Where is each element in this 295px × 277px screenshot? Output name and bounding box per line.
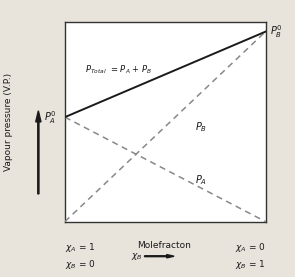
Text: $P_B$: $P_B$	[195, 120, 207, 134]
Text: $P^0_A$: $P^0_A$	[44, 109, 57, 125]
Text: $\chi_A$ = 1: $\chi_A$ = 1	[65, 241, 95, 254]
Text: $P_{Total}$  = $P_A$ + $P_B$: $P_{Total}$ = $P_A$ + $P_B$	[85, 63, 152, 76]
Text: $\chi_A$ = 0: $\chi_A$ = 0	[235, 241, 266, 254]
Text: $P_A$: $P_A$	[195, 173, 207, 187]
Text: Vapour pressure (V.P.): Vapour pressure (V.P.)	[4, 73, 13, 171]
Text: $\chi_B$ = 1: $\chi_B$ = 1	[235, 258, 266, 271]
Text: $\chi_B$ = 0: $\chi_B$ = 0	[65, 258, 96, 271]
Text: Molefracton: Molefracton	[137, 241, 191, 250]
Text: $\chi_B$: $\chi_B$	[131, 251, 143, 262]
Text: $P^0_B$: $P^0_B$	[270, 23, 282, 40]
